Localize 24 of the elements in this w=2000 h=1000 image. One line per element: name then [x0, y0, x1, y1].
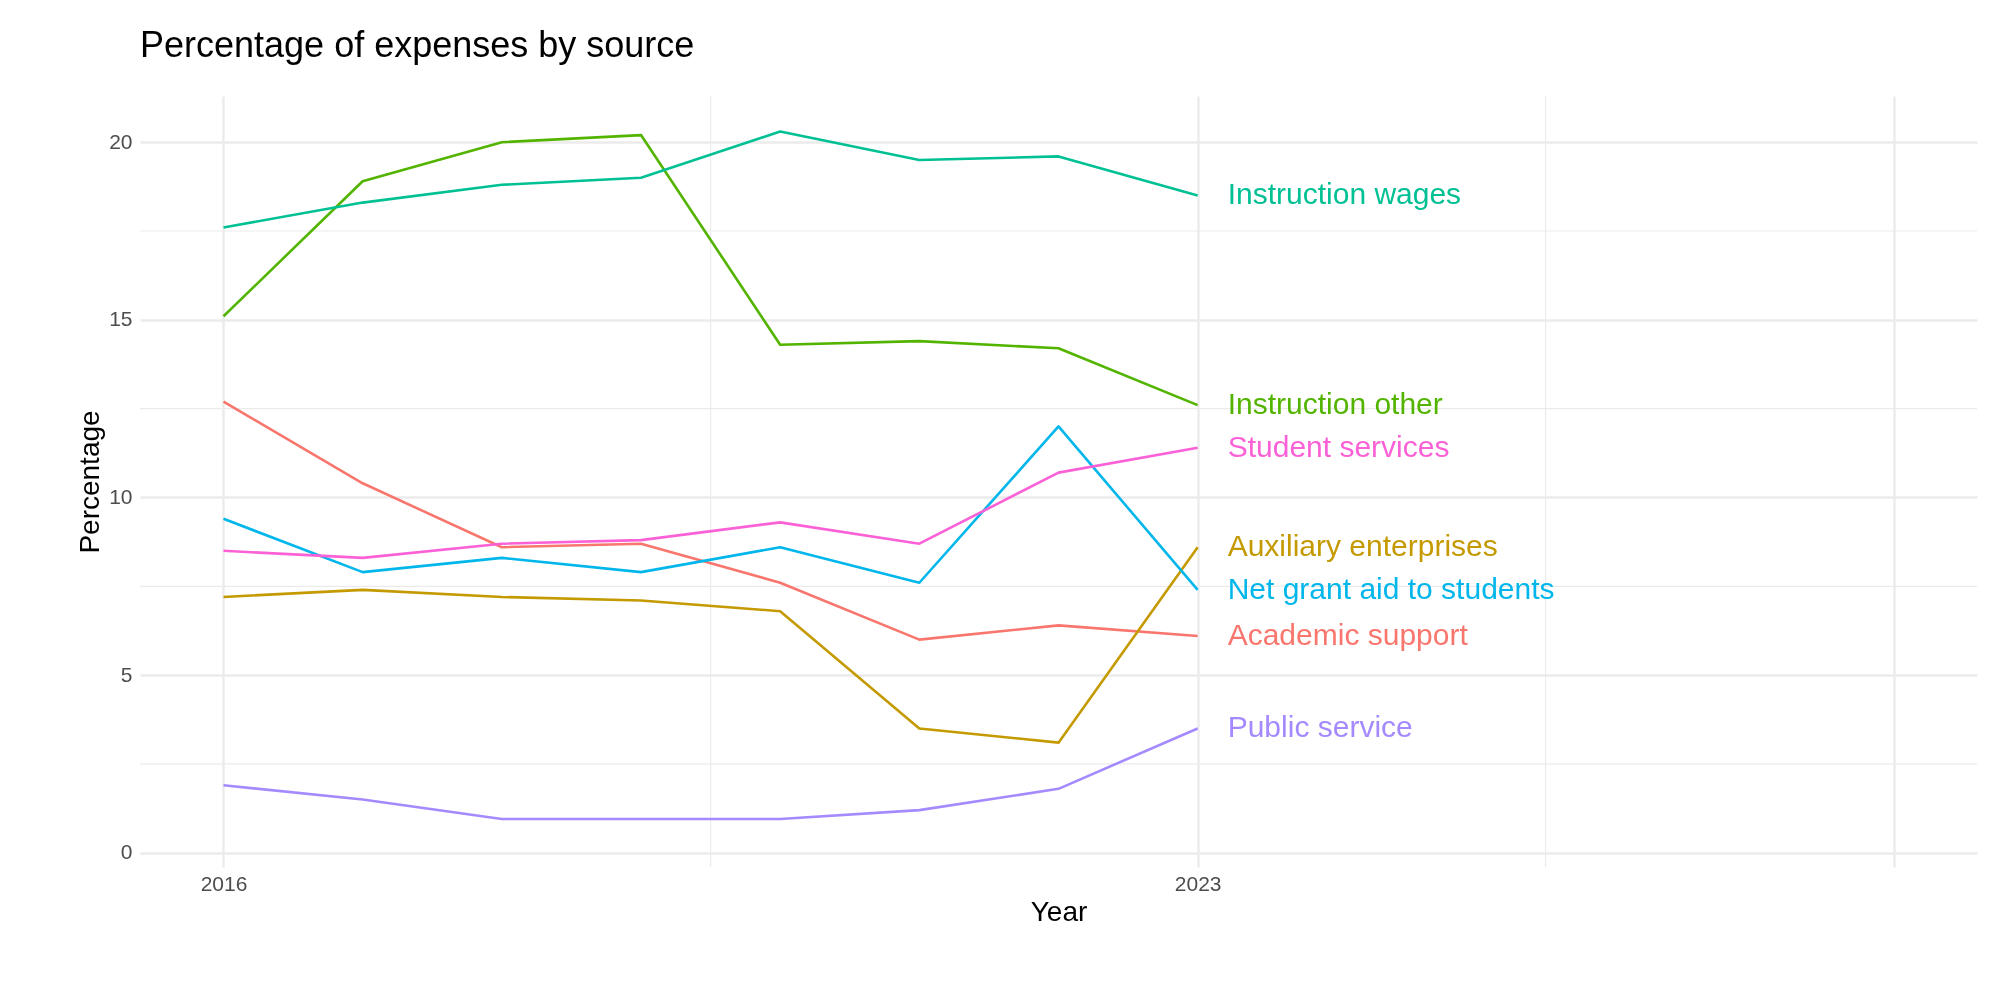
line-series [222, 400, 1199, 641]
series-label: Auxiliary enterprises [1227, 529, 1498, 563]
line-series [222, 446, 1199, 560]
line-series [222, 425, 1199, 592]
y-tick-label: 15 [109, 307, 133, 331]
line-series [222, 133, 1199, 407]
series-label: Academic support [1227, 618, 1469, 652]
x-tick-label: 2023 [1174, 871, 1222, 895]
chart-title: Percentage of expenses by source [140, 24, 695, 66]
x-axis-title: Year [1030, 895, 1088, 927]
series-label: Public service [1227, 710, 1413, 744]
x-tick-label: 2016 [200, 871, 248, 895]
line-series [222, 545, 1199, 744]
series-label: Net grant aid to students [1227, 571, 1555, 605]
y-tick-label: 5 [120, 662, 133, 686]
y-tick-label: 10 [109, 484, 133, 508]
series-label: Instruction wages [1227, 177, 1462, 211]
y-tick-label: 0 [120, 840, 133, 864]
y-tick-label: 20 [109, 129, 133, 153]
series-label: Instruction other [1227, 387, 1443, 421]
line-series [222, 130, 1199, 229]
y-axis-title: Percentage [74, 410, 106, 554]
series-label: Student services [1227, 429, 1450, 463]
line-series [222, 727, 1199, 821]
